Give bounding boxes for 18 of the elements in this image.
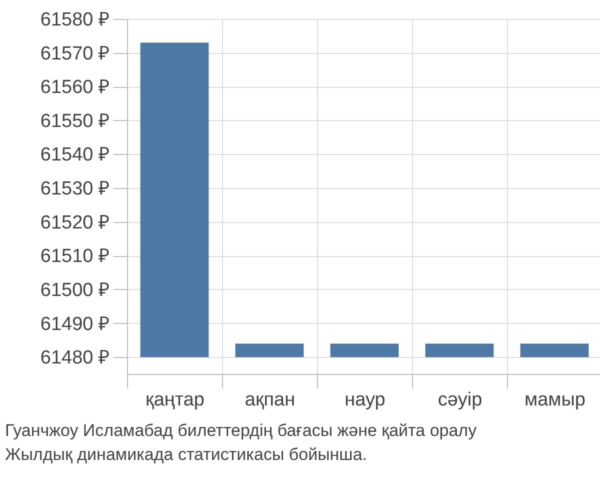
y-tick-label: 61580 ₽ (40, 10, 110, 30)
y-tick-label: 61530 ₽ (40, 178, 110, 200)
x-tick-label: наур (344, 390, 386, 410)
y-tick-label: 61510 ₽ (40, 246, 110, 268)
y-tick-label: 61540 ₽ (40, 144, 110, 166)
y-tick-label: 61520 ₽ (40, 212, 110, 234)
x-tick-label: сәуір (438, 390, 482, 410)
y-tick-label: 61490 ₽ (40, 314, 110, 335)
x-tick-label: мамыр (524, 390, 586, 410)
text: Гуанчжоу Исламабад билеттердің бағасы және қайта оралу (5, 421, 478, 440)
y-tick-label: 61570 ₽ (40, 43, 110, 64)
x-tick-label: қаңтар (146, 390, 204, 410)
y-tick-label: 61550 ₽ (40, 110, 110, 132)
y-tick-label: 61480 ₽ (40, 348, 110, 369)
y-tick-label: 61560 ₽ (40, 77, 110, 98)
text: Жылдық динамикада статистикасы бойынша. (5, 445, 367, 464)
y-tick-label: 61500 ₽ (40, 280, 110, 301)
x-tick-label: ақпан (244, 390, 296, 410)
